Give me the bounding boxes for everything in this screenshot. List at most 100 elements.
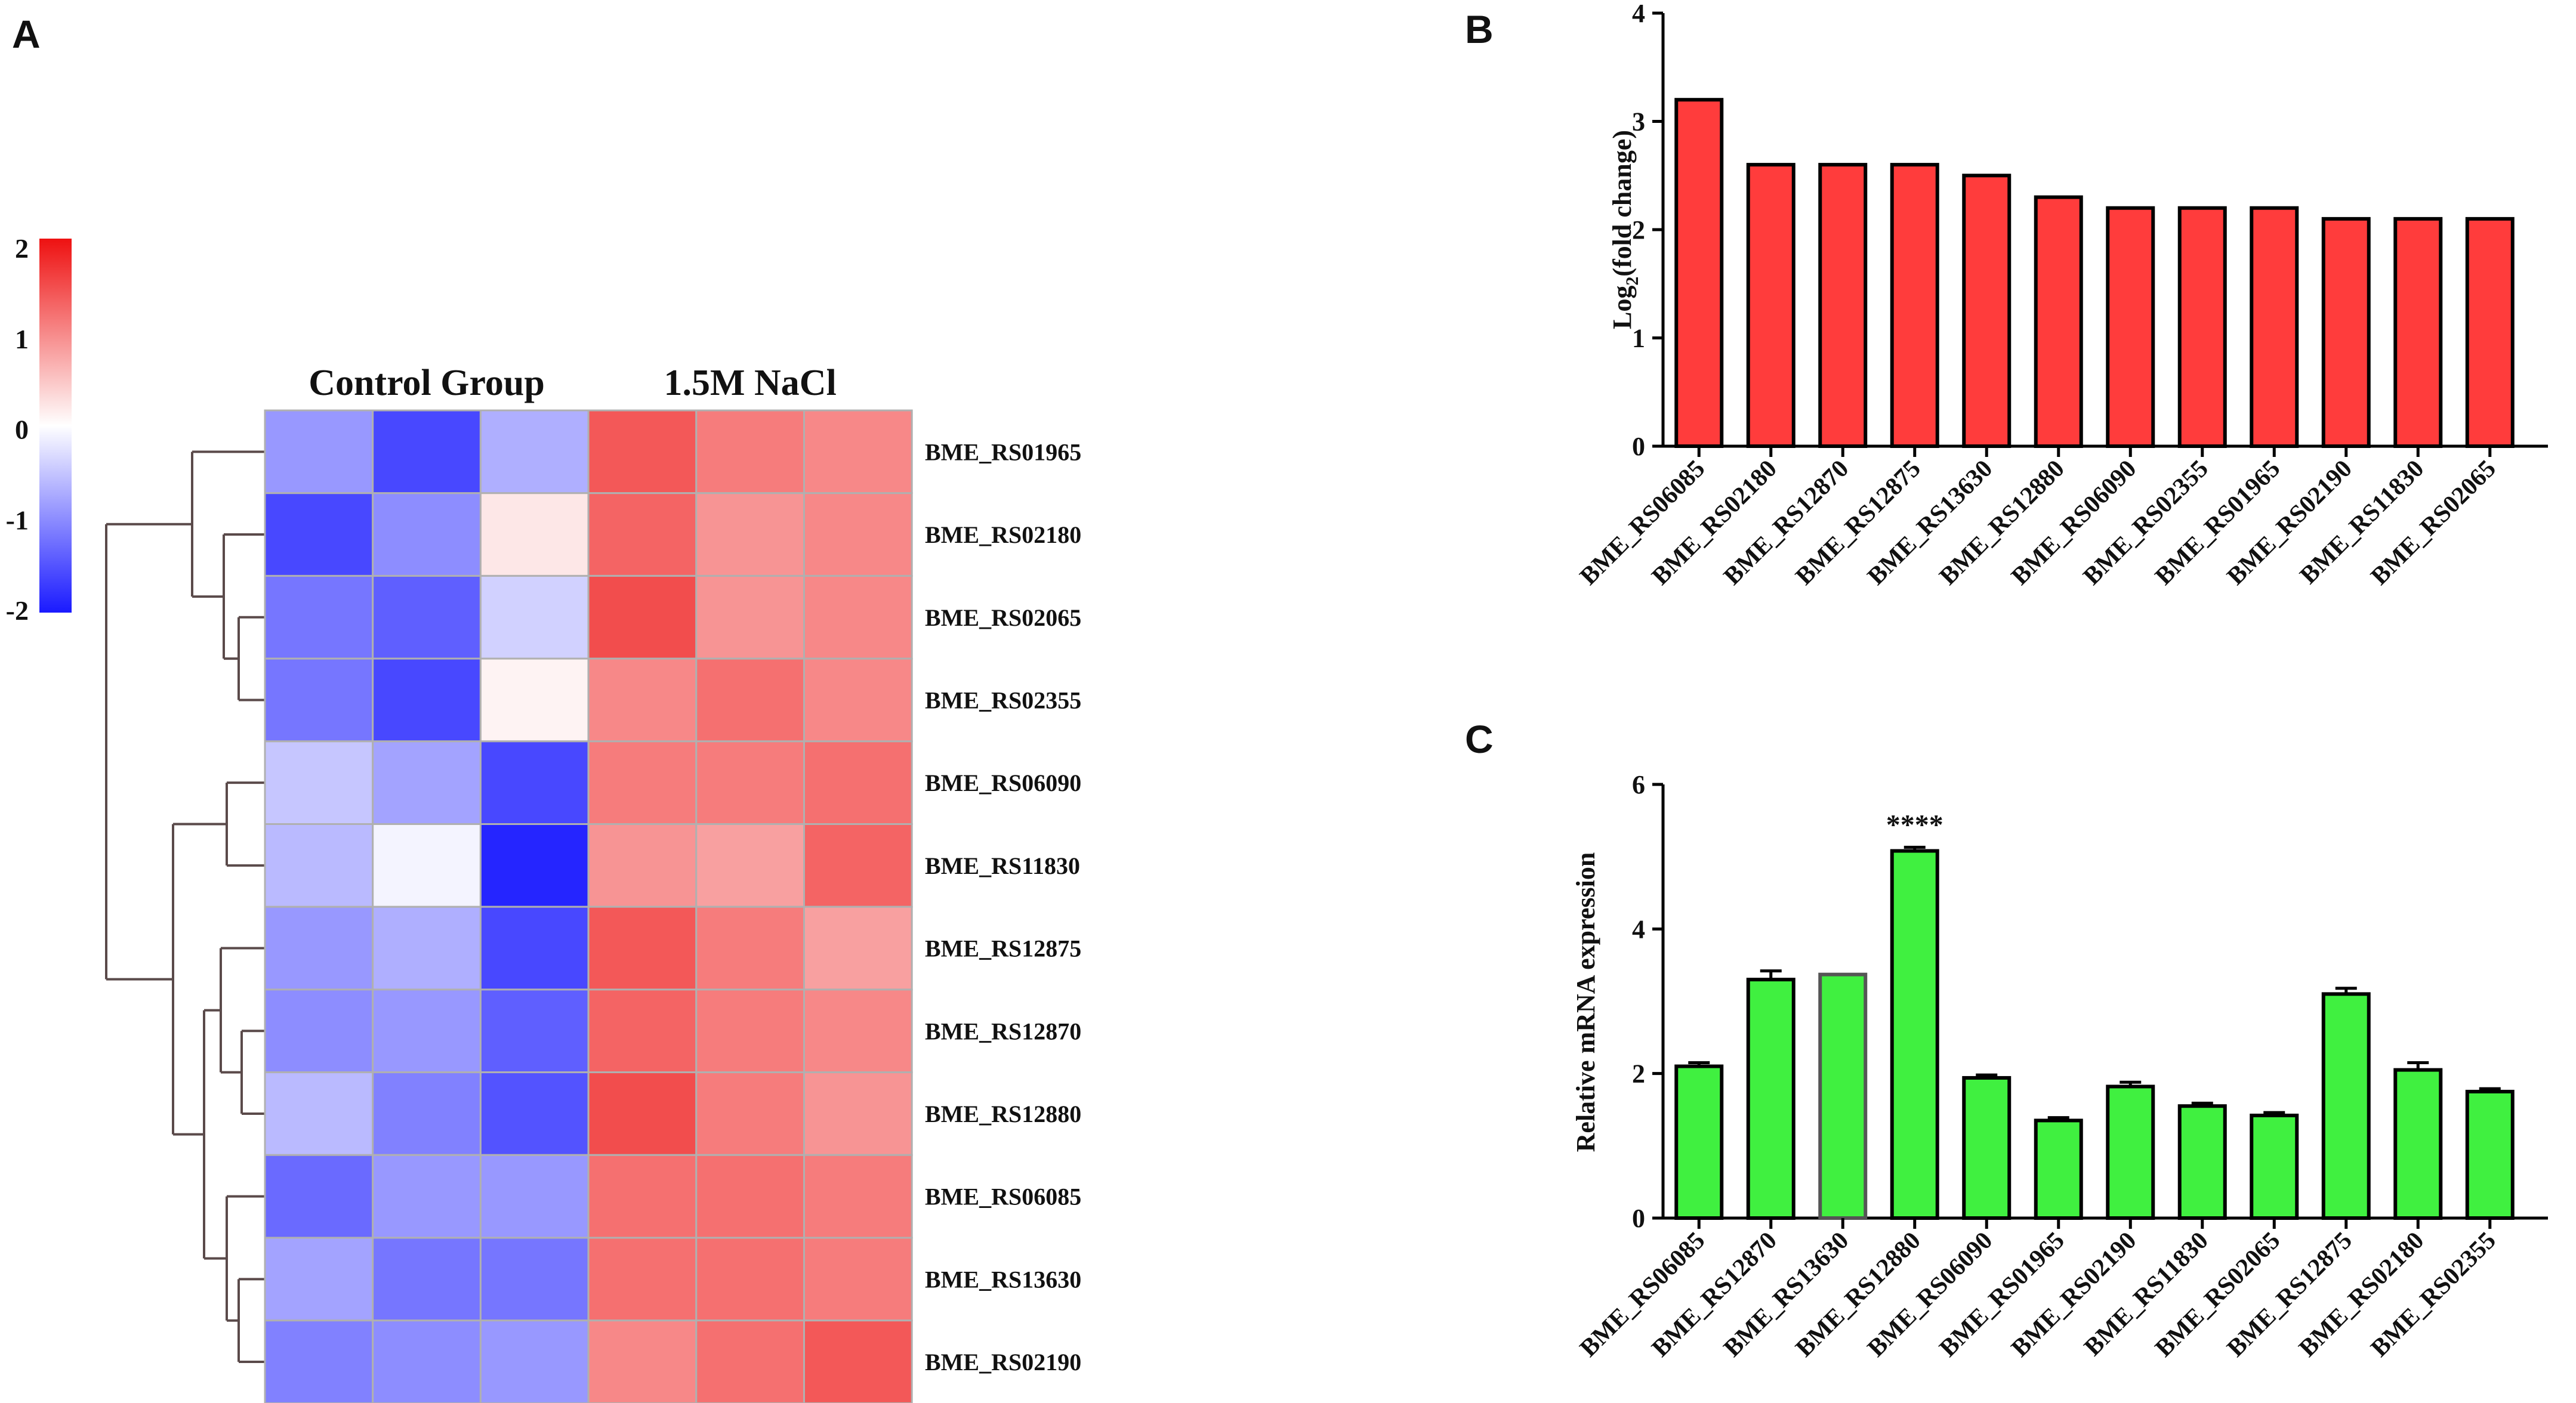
heatmap-cell: [695, 574, 806, 660]
column-group-label: 1.5M NaCl: [664, 363, 837, 403]
heatmap-cell: [372, 492, 482, 577]
x-tick-label: BME_RS02180: [1647, 455, 1782, 591]
heatmap-cell: [695, 492, 806, 577]
bar: [2321, 992, 2371, 1220]
x-tick-label: BME_RS01965: [1935, 1227, 2070, 1362]
heatmap-cell: [479, 906, 590, 991]
x-tick-label: BME_RS11830: [2079, 1227, 2214, 1362]
x-tick-label: BME_RS02355: [2078, 455, 2214, 591]
y-tick-label: 0: [1632, 1204, 1645, 1233]
bar: [2106, 1084, 2155, 1220]
heatmap-cell: [479, 1071, 590, 1156]
heatmap-cell: [803, 823, 913, 908]
heatmap-cell: [479, 988, 590, 1074]
bar: [2465, 217, 2515, 448]
y-tick-label: 1: [1632, 324, 1645, 353]
x-tick-label: BME_RS12880: [1935, 455, 2070, 591]
colorbar-tick-label: -2: [6, 595, 29, 626]
heatmap-cell: [372, 1319, 482, 1403]
heatmap-cell: [695, 823, 806, 908]
x-tick-label: BME_RS02180: [2294, 1227, 2429, 1362]
heatmap-cell: [372, 1154, 482, 1239]
heatmap-cell: [695, 988, 806, 1074]
bar: [1962, 174, 2012, 448]
bar: [2034, 1118, 2083, 1220]
heatmap-cell: [803, 988, 913, 1074]
heatmap-cell: [587, 906, 698, 991]
heatmap-cell: [587, 574, 698, 660]
heatmap-cell: [587, 492, 698, 577]
colorbar-tick-label: 1: [15, 324, 29, 354]
bar: [2034, 195, 2083, 448]
heatmap-cell: [587, 1071, 698, 1156]
bar: [1890, 849, 1939, 1220]
bar: [1818, 163, 1868, 448]
heatmap-row-label: BME_RS13630: [925, 1266, 1081, 1293]
row-dendrogram: [105, 450, 265, 1364]
heatmap-cell: [587, 1237, 698, 1322]
colorbar-tick-label: -1: [6, 505, 29, 535]
heatmap-row-label: BME_RS11830: [925, 852, 1080, 879]
bar: [2393, 217, 2443, 448]
heatmap-cell: [264, 988, 374, 1074]
heatmap-cell: [264, 657, 374, 743]
heatmap-cell: [587, 823, 698, 908]
bar: [2177, 1104, 2227, 1220]
heatmap-cell: [695, 409, 806, 495]
heatmap-cell: [695, 657, 806, 743]
heatmap-cell: [479, 1319, 590, 1403]
x-tick-label: BME_RS06085: [1575, 455, 1710, 591]
heatmap-cell: [372, 823, 482, 908]
heatmap-row-label: BME_RS06090: [925, 770, 1081, 796]
colorbar-tick-label: 2: [15, 233, 29, 264]
heatmap-cell: [587, 1319, 698, 1403]
y-tick-label: 6: [1632, 770, 1645, 799]
heatmap-cell: [372, 988, 482, 1074]
heatmap-cell: [587, 409, 698, 495]
bar: [1746, 163, 1796, 448]
bar: [2106, 206, 2155, 448]
bar: [2321, 217, 2371, 448]
heatmap-cell: [264, 492, 374, 577]
x-tick-label: BME_RS01965: [2150, 455, 2285, 591]
significance-annotation: ****: [1886, 809, 1943, 840]
colorbar: [39, 239, 72, 613]
bar: [2177, 206, 2227, 448]
heatmap-cell: [264, 1237, 374, 1322]
heatmap-row-label: BME_RS01965: [925, 438, 1081, 465]
heatmap-cell: [372, 1237, 482, 1322]
heatmap-cell: [803, 1154, 913, 1239]
column-group-label: Control Group: [308, 363, 545, 403]
x-tick-label: BME_RS12875: [2222, 1227, 2358, 1362]
x-tick-label: BME_RS13630: [1719, 1227, 1854, 1362]
y-tick-label: 2: [1632, 1059, 1645, 1089]
bar: [2393, 1068, 2443, 1220]
x-tick-label: BME_RS02190: [2006, 1227, 2142, 1362]
heatmap-row-label: BME_RS02180: [925, 521, 1081, 548]
x-tick-label: BME_RS11830: [2295, 455, 2430, 590]
heatmap-cell: [803, 1071, 913, 1156]
heatmap-cell: [695, 906, 806, 991]
heatmap-cell: [803, 409, 913, 495]
bar: [2465, 1089, 2515, 1220]
heatmap-cell: [803, 740, 913, 826]
x-tick-label: BME_RS06085: [1575, 1227, 1710, 1362]
heatmap-cell: [587, 988, 698, 1074]
heatmap-cell: [587, 1154, 698, 1239]
x-tick-label: BME_RS12870: [1647, 1227, 1782, 1362]
bar: [1746, 978, 1796, 1220]
heatmap-row-label: BME_RS02065: [925, 604, 1081, 631]
heatmap-cell: [264, 574, 374, 660]
heatmap-cell: [479, 574, 590, 660]
y-tick-label: 0: [1632, 432, 1645, 461]
x-tick-label: BME_RS06090: [2006, 455, 2142, 591]
x-tick-label: BME_RS13630: [1862, 455, 1998, 591]
heatmap-cell: [695, 1237, 806, 1322]
heatmap-cell: [372, 574, 482, 660]
x-tick-label: BME_RS12880: [1791, 1227, 1926, 1362]
bar: [1962, 1076, 2012, 1220]
heatmap-cell: [264, 1319, 374, 1403]
heatmap-row-label: BME_RS02355: [925, 687, 1081, 713]
bar: [2250, 1113, 2299, 1220]
heatmap-cell: [372, 657, 482, 743]
